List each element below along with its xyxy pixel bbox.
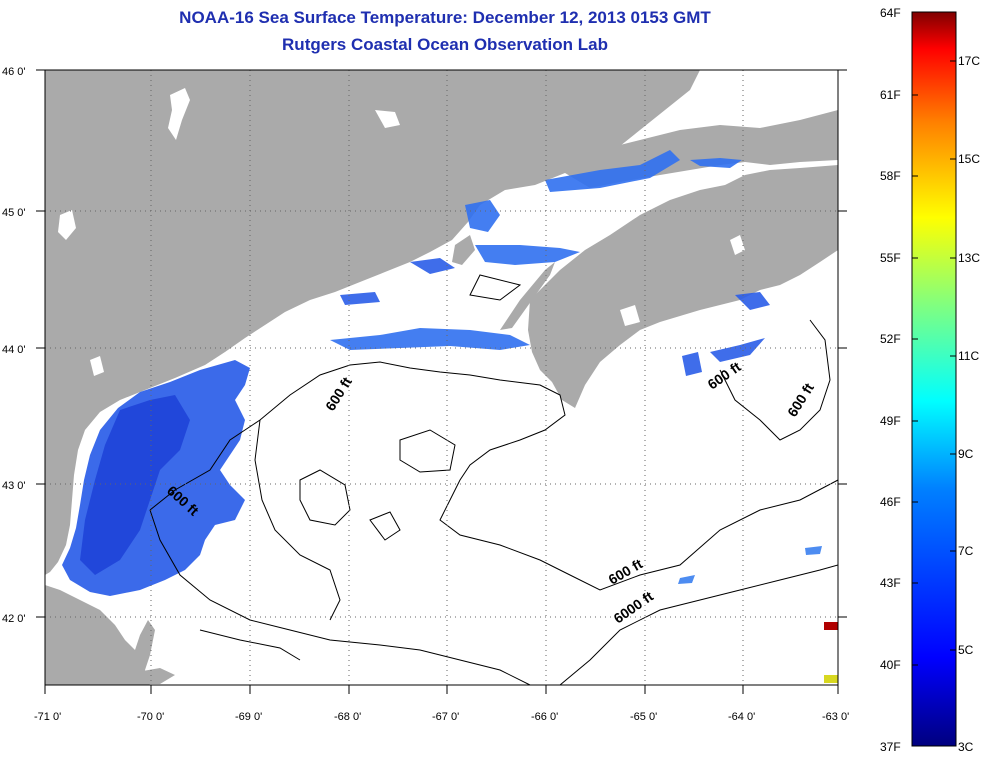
colorbar-c-label: 15C	[958, 152, 980, 166]
lon-label: -68 0'	[334, 711, 361, 723]
lake	[90, 356, 104, 376]
sst-patch	[330, 328, 530, 350]
lake	[375, 110, 400, 128]
colorbar-c-label: 3C	[958, 740, 974, 754]
colorbar-f-label: 64F	[880, 6, 901, 20]
lon-label: -70 0'	[137, 711, 164, 723]
sst-warm-spot	[824, 622, 838, 630]
colorbar-f-label: 49F	[880, 414, 901, 428]
lon-label: -66 0'	[531, 711, 558, 723]
colorbar-f-label: 52F	[880, 332, 901, 346]
sst-patch	[678, 575, 695, 584]
lon-label: -64 0'	[728, 711, 755, 723]
lake	[168, 88, 190, 140]
land-mainland	[45, 70, 700, 575]
lake	[58, 210, 76, 240]
colorbar-c-label: 11C	[958, 349, 979, 363]
sst-patch	[690, 158, 742, 168]
sst-patch	[805, 546, 822, 555]
land-grand-manan	[452, 235, 475, 265]
land-digby-neck	[500, 262, 555, 330]
land-nova-scotia	[528, 165, 838, 408]
lat-label: 46 0'	[2, 66, 26, 78]
lon-label: -65 0'	[630, 711, 657, 723]
sst-patch	[710, 338, 765, 362]
axis-ticks	[36, 69, 847, 694]
isobath-contours	[149, 274, 838, 685]
land-cape-cod	[45, 585, 155, 685]
colorbar-ticks	[912, 60, 956, 666]
sst-patch	[465, 200, 500, 232]
sst-patch	[735, 292, 770, 310]
colorbar-c-label: 13C	[958, 251, 980, 265]
sst-patch	[340, 292, 380, 305]
map-frame	[44, 69, 839, 686]
lat-label: 42 0'	[2, 613, 26, 625]
lat-label: 43 0'	[2, 480, 26, 492]
sst-warm-spot	[824, 675, 838, 683]
colorbar-f-label: 55F	[880, 251, 901, 265]
lon-label: -67 0'	[432, 711, 459, 723]
sst-patch	[545, 150, 680, 192]
lon-label: -63 0'	[822, 711, 849, 723]
lon-label: -69 0'	[235, 711, 262, 723]
lake	[620, 305, 640, 326]
lake	[730, 235, 745, 255]
colorbar-c-label: 9C	[958, 447, 974, 461]
colorbar-f-label: 61F	[880, 88, 901, 102]
sst-patch	[682, 352, 702, 376]
map-title: NOAA-16 Sea Surface Temperature: Decembe…	[179, 8, 711, 27]
sst-colorbar	[911, 11, 957, 747]
colorbar-f-label: 58F	[880, 169, 901, 183]
graticule	[45, 70, 838, 685]
sst-patch	[475, 245, 580, 265]
sst-patch	[410, 258, 455, 274]
colorbar-f-label: 37F	[880, 740, 901, 754]
colorbar-c-label: 17C	[958, 54, 980, 68]
colorbar-f-label: 46F	[880, 495, 901, 509]
lon-label: -71 0'	[34, 711, 61, 723]
sst-plume-gulf-of-maine-dark	[80, 395, 190, 575]
colorbar-c-label: 7C	[958, 544, 974, 558]
colorbar-c-label: 5C	[958, 643, 974, 657]
land-island	[120, 668, 175, 684]
map-subtitle: Rutgers Coastal Ocean Observation Lab	[282, 35, 608, 54]
colorbar-f-label: 40F	[880, 658, 901, 672]
colorbar-f-label: 43F	[880, 576, 901, 590]
lat-label: 45 0'	[2, 207, 26, 219]
lat-label: 44 0'	[2, 344, 26, 356]
